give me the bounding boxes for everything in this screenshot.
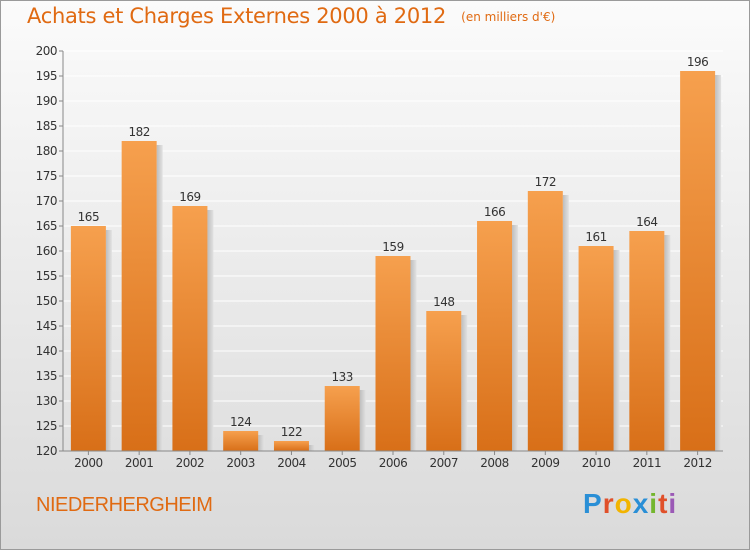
x-tick-label: 2009 xyxy=(531,456,560,470)
logo-letter: x xyxy=(632,488,650,519)
bar-value-label: 182 xyxy=(128,125,149,139)
bar xyxy=(172,206,208,451)
bar xyxy=(121,141,157,451)
logo-letter: i xyxy=(649,488,659,519)
bar-shadow xyxy=(258,435,265,451)
bar xyxy=(375,256,411,451)
y-tick-label: 150 xyxy=(36,294,57,308)
bar-value-label: 161 xyxy=(585,230,606,244)
bar-value-label: 164 xyxy=(636,215,657,229)
y-tick-label: 130 xyxy=(36,394,57,408)
bar-shadow xyxy=(207,210,214,451)
logo-letter: o xyxy=(614,488,633,519)
bar-value-label: 124 xyxy=(230,415,251,429)
bar-shadow xyxy=(461,315,468,451)
bar xyxy=(578,246,614,451)
bar-shadow xyxy=(562,195,569,451)
bar xyxy=(680,71,716,451)
bar xyxy=(324,386,360,451)
bar-shadow xyxy=(512,225,519,451)
y-tick-label: 140 xyxy=(36,344,57,358)
proxiti-logo[interactable]: Proxiti xyxy=(583,488,677,520)
x-tick-label: 2008 xyxy=(480,456,509,470)
bar-value-label: 196 xyxy=(687,55,708,69)
y-tick-label: 135 xyxy=(36,369,57,383)
y-tick-label: 145 xyxy=(36,319,57,333)
chart-subtitle: (en milliers d'€) xyxy=(461,10,556,24)
bar-value-label: 159 xyxy=(382,240,403,254)
bar-value-label: 165 xyxy=(78,210,99,224)
y-tick-label: 155 xyxy=(36,269,57,283)
y-tick-label: 165 xyxy=(36,219,57,233)
bar xyxy=(223,431,259,451)
x-tick-label: 2006 xyxy=(379,456,408,470)
logo-letter: r xyxy=(602,488,615,519)
chart-title: Achats et Charges Externes 2000 à 2012 xyxy=(27,4,447,28)
bar xyxy=(477,221,513,451)
chart-title-line: Achats et Charges Externes 2000 à 2012 (… xyxy=(27,4,555,28)
y-tick-label: 175 xyxy=(36,169,57,183)
bar-value-label: 169 xyxy=(179,190,200,204)
bar xyxy=(629,231,665,451)
y-tick-label: 180 xyxy=(36,144,57,158)
x-tick-label: 2011 xyxy=(633,456,662,470)
bar-shadow xyxy=(664,235,671,451)
logo-letter: P xyxy=(583,488,603,519)
x-tick-label: 2002 xyxy=(176,456,205,470)
x-tick-label: 2003 xyxy=(226,456,255,470)
bar-shadow xyxy=(308,445,315,451)
bar-shadow xyxy=(359,390,366,451)
bar xyxy=(426,311,462,451)
x-tick-label: 2010 xyxy=(582,456,611,470)
x-tick-label: 2001 xyxy=(125,456,154,470)
bar-value-label: 133 xyxy=(332,370,353,384)
y-tick-label: 120 xyxy=(36,444,57,458)
bar-shadow xyxy=(156,145,163,451)
x-tick-label: 2012 xyxy=(683,456,712,470)
bar-shadow xyxy=(613,250,620,451)
logo-letter: i xyxy=(668,488,678,519)
x-tick-label: 2004 xyxy=(277,456,306,470)
y-tick-label: 195 xyxy=(36,69,57,83)
x-tick-label: 2005 xyxy=(328,456,357,470)
bar xyxy=(70,226,106,451)
bar-shadow xyxy=(715,75,722,451)
x-tick-label: 2007 xyxy=(429,456,458,470)
commune-name: NIEDERHERGHEIM xyxy=(36,494,213,516)
bar xyxy=(273,441,309,451)
y-tick-label: 160 xyxy=(36,244,57,258)
y-tick-label: 185 xyxy=(36,119,57,133)
logo-letter: t xyxy=(658,488,669,519)
bar-value-label: 166 xyxy=(484,205,505,219)
bar-value-label: 172 xyxy=(535,175,556,189)
bar-shadow xyxy=(410,260,417,451)
bar-shadow xyxy=(105,230,112,451)
y-tick-label: 190 xyxy=(36,94,57,108)
y-tick-label: 170 xyxy=(36,194,57,208)
bar xyxy=(527,191,563,451)
x-tick-label: 2000 xyxy=(74,456,103,470)
bar-value-label: 148 xyxy=(433,295,454,309)
y-tick-label: 125 xyxy=(36,419,57,433)
bar-value-label: 122 xyxy=(281,425,302,439)
y-tick-label: 200 xyxy=(36,44,57,58)
